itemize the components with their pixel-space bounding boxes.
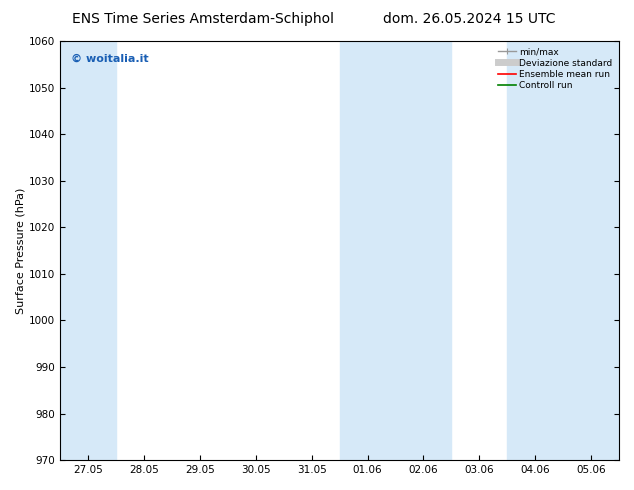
Text: © woitalia.it: © woitalia.it <box>72 53 149 64</box>
Text: dom. 26.05.2024 15 UTC: dom. 26.05.2024 15 UTC <box>383 12 555 26</box>
Legend: min/max, Deviazione standard, Ensemble mean run, Controll run: min/max, Deviazione standard, Ensemble m… <box>494 44 616 94</box>
Y-axis label: Surface Pressure (hPa): Surface Pressure (hPa) <box>15 187 25 314</box>
Bar <box>340 41 451 460</box>
Bar <box>507 41 619 460</box>
Text: ENS Time Series Amsterdam-Schiphol: ENS Time Series Amsterdam-Schiphol <box>72 12 334 26</box>
Bar <box>60 41 116 460</box>
